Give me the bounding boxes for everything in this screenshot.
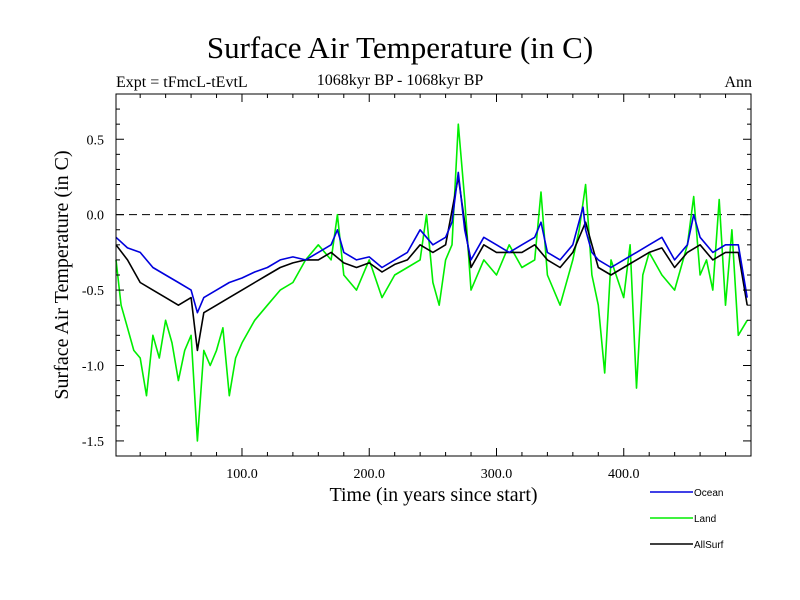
y-tick-label: -1.5 [82,435,104,450]
x-axis-label: Time (in years since start) [329,484,537,506]
series-line-land [115,123,748,442]
x-tick-label: 400.0 [608,467,640,482]
x-tick-label: 200.0 [353,467,385,482]
plot-frame [115,93,752,457]
y-tick-label: 0.0 [87,209,105,224]
x-tick-label: 300.0 [481,467,513,482]
legend-label-allsurf: AllSurf [694,540,724,551]
y-tick-label: -0.5 [82,284,104,299]
legend-label-ocean: Ocean [694,488,723,499]
experiment-label: Expt = tFmcL-tEvtL [116,74,248,91]
y-tick-label: 0.5 [87,133,105,148]
series-line-allsurf [115,176,748,352]
series-lines [115,123,751,442]
legend-label-land: Land [694,514,716,525]
x-tick-label: 100.0 [226,467,258,482]
time-range-subtitle: 1068kyr BP - 1068kyr BP [316,72,484,89]
y-tick-label: -1.0 [82,360,104,375]
chart-title: Surface Air Temperature (in C) [206,30,594,65]
axes: 100.0 200.0 300.0 400.0 -1.5 -1.0 -0.5 0.0 0.5 Ti… [51,93,752,506]
y-axis-label: Surface Air Temperature (in C) [51,150,73,399]
legend: Ocean Land AllSurf [650,488,724,551]
series-line-ocean [115,171,748,314]
period-label: Ann [724,74,752,91]
